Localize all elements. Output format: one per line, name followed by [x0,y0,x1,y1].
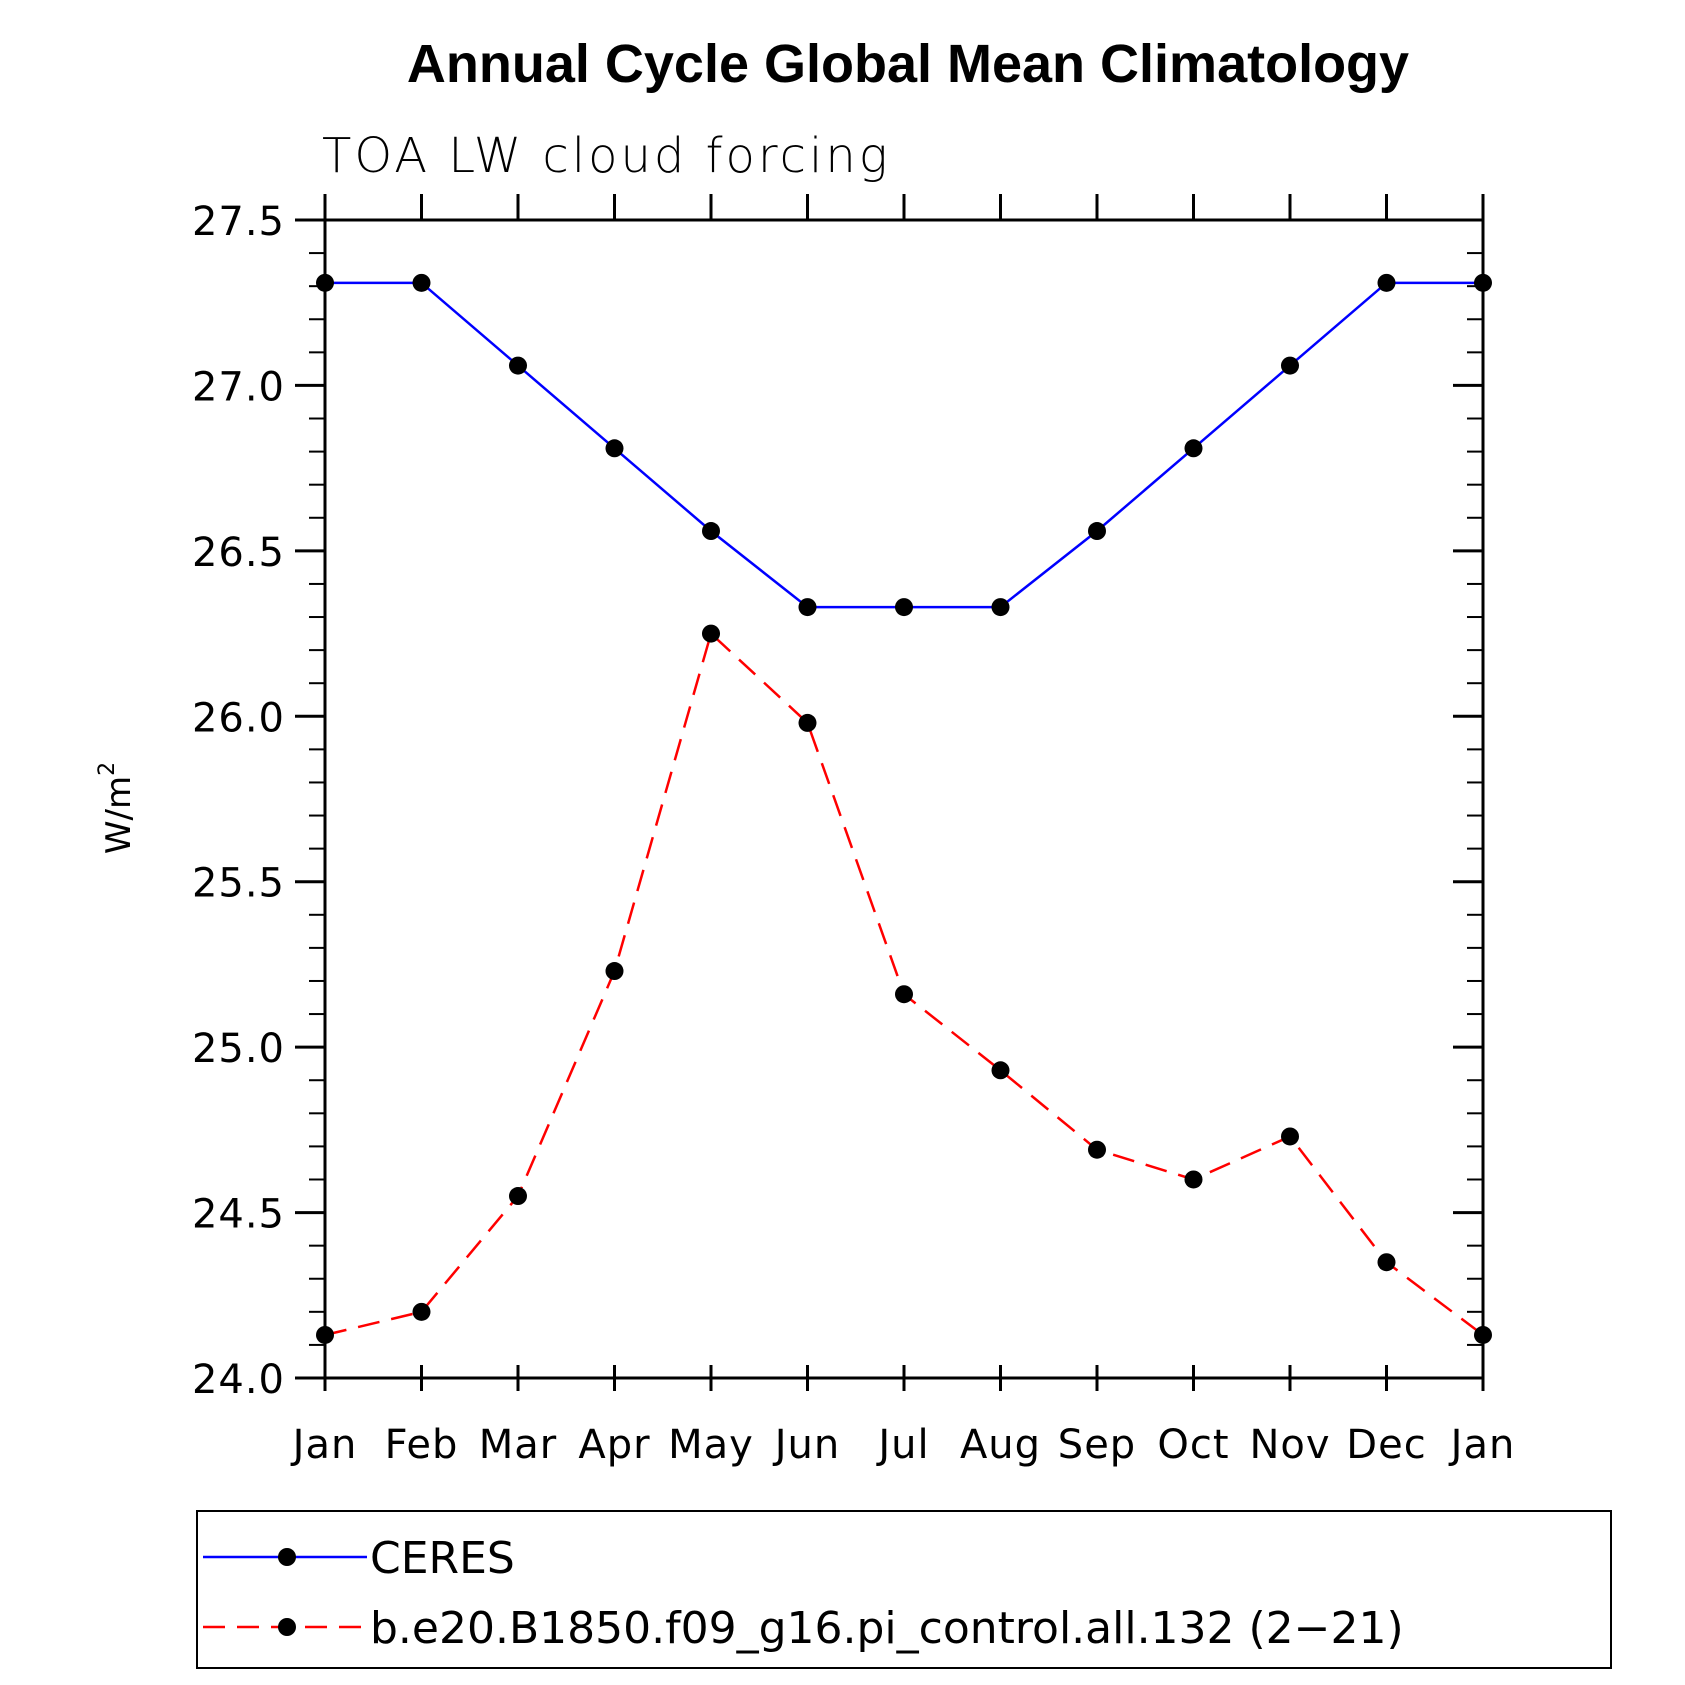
x-tick-label: Jun [772,1422,841,1468]
axis-ticks [295,194,1485,1391]
y-tick-label: 25.0 [192,1026,285,1072]
series-1-point [991,1061,1010,1080]
legend: CERES b.e20.B1850.f09_g16.pi_control.all.… [203,1533,1404,1654]
y-axis-label-text: W/m [99,776,139,854]
series-1-point [1281,1127,1299,1146]
y-tick-label: 25.5 [192,861,285,907]
x-tick-label: Jul [875,1422,929,1468]
x-tick-label: Aug [960,1422,1041,1468]
x-tick-labels: Jan Feb Mar Apr May Jun Jul Aug Sep Oct Nov Dec Jan [290,1422,1516,1468]
y-tick-label: 27.0 [192,364,285,410]
series-0-point [1377,273,1396,292]
legend-marker-0 [278,1548,296,1566]
series-1-point [412,1302,431,1321]
legend-label-0: CERES [370,1533,515,1584]
y-axis-label-superscript: 2 [95,762,120,776]
x-tick-label: Feb [385,1422,459,1468]
y-tick-labels: 24.0 24.5 25.0 25.5 26.0 26.5 27.0 27.5 [192,199,285,1403]
y-tick-label: 24.0 [192,1357,285,1403]
series-0-point [1088,522,1106,541]
series-0-point [412,273,431,292]
y-tick-label: 26.5 [192,530,285,576]
chart-subtitle: TOA LW cloud forcing [322,128,891,184]
series-0-point [991,598,1010,617]
legend-label-1: b.e20.B1850.f09_g16.pi_control.all.132 (… [370,1603,1404,1654]
series-line-1 [324,631,1484,1337]
x-tick-label: Mar [479,1422,557,1468]
series-1-point [895,985,913,1004]
series-0-point [798,598,817,617]
plot-frame [323,218,1485,1380]
series-1-point [1184,1170,1203,1189]
y-tick-label: 24.5 [192,1192,285,1238]
series-0-point [509,356,527,375]
chart-title: Annual Cycle Global Mean Climatology [407,34,1409,94]
series-1-point [798,713,817,732]
series-0-point [1281,356,1299,375]
legend-marker-1 [278,1618,296,1636]
x-tick-label: Sep [1058,1422,1136,1468]
series-1-point [702,624,720,643]
y-tick-label: 27.5 [192,199,285,245]
y-axis-label: W/m2 [95,762,139,854]
y-tick-label: 26.0 [192,695,285,741]
x-tick-label: Nov [1249,1422,1330,1468]
series-0-point [1184,439,1203,458]
series-0-point [605,439,624,458]
x-tick-label: Jan [1448,1422,1516,1468]
series-1-point [1088,1140,1106,1159]
x-tick-label: May [668,1422,754,1468]
svg-text:W/m2: W/m2 [95,762,139,854]
series-0-point [702,522,720,541]
legend-box [196,1510,1612,1669]
series-layer [316,273,1492,1344]
series-line-0 [325,281,1483,609]
x-tick-label: Apr [578,1422,650,1468]
x-tick-label: Dec [1346,1422,1426,1468]
series-1-point [1377,1253,1396,1272]
series-1-point [509,1187,527,1206]
x-tick-label: Jan [290,1422,358,1468]
x-tick-label: Oct [1157,1422,1229,1468]
series-1-point [605,962,624,981]
series-0-point [895,598,913,617]
